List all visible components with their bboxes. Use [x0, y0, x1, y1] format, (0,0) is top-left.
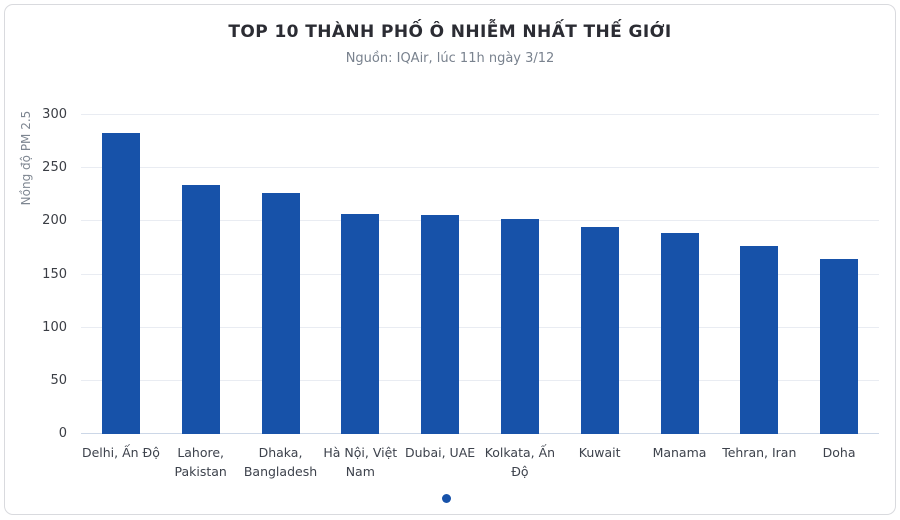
gridline-300 — [81, 114, 879, 115]
legend-dot[interactable] — [442, 494, 451, 503]
x-label-Lahore, Pakistan: Lahore, Pakistan — [174, 445, 227, 479]
y-tick-label-50: 50 — [50, 372, 67, 388]
y-tick-label-300: 300 — [42, 107, 67, 122]
bar-Doha[interactable] — [820, 258, 859, 434]
x-label-Kolkata, Ấn Độ: Kolkata, Ấn Độ — [484, 445, 556, 479]
bar-Tehran, Iran[interactable] — [740, 245, 779, 434]
bar-Kuwait[interactable] — [580, 226, 619, 434]
bar-Delhi, Ấn Độ[interactable] — [101, 133, 140, 434]
bar-Hà Nội, Việt Nam[interactable] — [341, 213, 380, 434]
y-tick-label-100: 100 — [42, 319, 67, 335]
plot-area: 0 50 100 150 200 250 300 — [42, 107, 879, 441]
bar-Manama[interactable] — [660, 233, 699, 434]
bar-Lahore, Pakistan[interactable] — [181, 185, 220, 434]
y-tick-label-150: 150 — [42, 266, 67, 282]
gridline-200 — [81, 220, 879, 222]
x-label-Manama: Manama — [652, 445, 707, 460]
bar-Kolkata, Ấn Độ[interactable] — [500, 219, 539, 434]
y-tick-label-250: 250 — [42, 160, 67, 176]
bar-Dhaka, Bangladesh[interactable] — [261, 192, 300, 434]
gridline-50 — [81, 379, 879, 381]
chart-card: TOP 10 THÀNH PHỐ Ô NHIỄM NHẤT THẾ GIỚI N… — [4, 4, 896, 515]
x-label-Dubai, UAE: Dubai, UAE — [405, 445, 476, 460]
x-label-Delhi, Ấn Độ: Delhi, Ấn Độ — [81, 445, 160, 460]
x-label-Kuwait: Kuwait — [578, 445, 621, 460]
chart-subtitle: Nguồn: IQAir, lúc 11h ngày 3/12 — [345, 51, 555, 66]
x-label-Doha: Doha — [822, 445, 856, 460]
x-label-Hà Nội, Việt Nam: Hà Nội, Việt Nam — [323, 445, 398, 479]
gridline-0 — [81, 433, 879, 434]
y-tick-label-200: 200 — [42, 213, 67, 229]
x-axis-labels: Delhi, Ấn Độ Lahore, Pakistan Dhaka, Bangl… — [81, 443, 879, 489]
gridline-100 — [81, 326, 879, 328]
gridline-250 — [81, 167, 879, 169]
chart-title: TOP 10 THÀNH PHỐ Ô NHIỄM NHẤT THẾ GIỚI — [228, 22, 672, 42]
gridline-150 — [81, 273, 879, 275]
x-label-Dhaka, Bangladesh: Dhaka, Bangladesh — [243, 445, 318, 479]
y-tick-label-0: 0 — [58, 426, 67, 441]
bar-Dubai, UAE[interactable] — [421, 214, 460, 434]
x-label-Tehran, Iran: Tehran, Iran — [722, 445, 797, 460]
